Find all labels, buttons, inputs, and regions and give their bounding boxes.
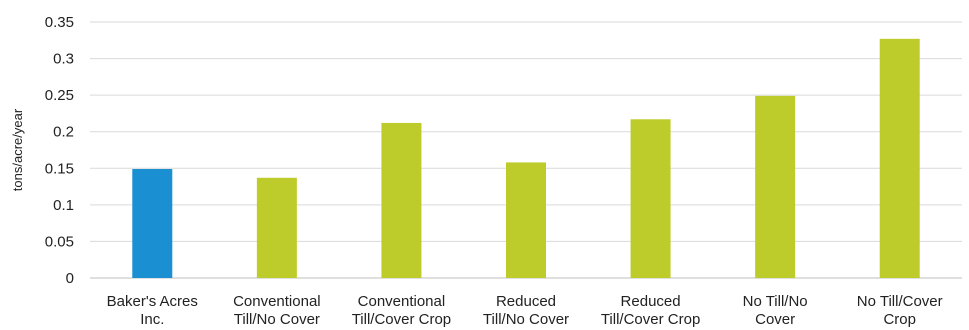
x-axis-labels: Baker's Acres Inc.Conventional Till/No Cov… [107, 293, 943, 328]
x-category-label: Conventional Till/No Cover [233, 293, 321, 328]
y-tick-label: 0.35 [45, 14, 74, 31]
y-tick-label: 0.15 [45, 160, 74, 177]
x-category-label-line: Conventional [233, 293, 321, 310]
x-category-label-line: Baker's Acres [107, 293, 198, 310]
x-category-label: No Till/No Cover [743, 293, 808, 328]
x-category-label-line: Crop [883, 311, 916, 328]
bar [879, 38, 920, 278]
x-category-label-line: Conventional [358, 293, 446, 310]
x-category-label-line: Cover [755, 311, 795, 328]
bar [630, 119, 671, 278]
y-tick-label: 0.2 [53, 124, 74, 141]
x-category-label: No Till/Cover Crop [857, 293, 943, 328]
bar [256, 177, 297, 278]
x-category-label-line: No Till/No [743, 293, 808, 310]
y-axis-title: tons/acre/year [10, 108, 25, 191]
x-category-label-line: Till/Cover Crop [601, 311, 700, 328]
x-category-label: Baker's Acres Inc. [107, 293, 198, 328]
x-category-label-line: Reduced [496, 293, 556, 310]
x-category-label: Reduced Till/No Cover [483, 293, 569, 328]
x-category-label: Conventional Till/Cover Crop [352, 293, 451, 328]
x-category-label-line: No Till/Cover [857, 293, 943, 310]
x-category-label-line: Till/Cover Crop [352, 311, 451, 328]
x-category-label: Reduced Till/Cover Crop [601, 293, 700, 328]
y-tick-label: 0.05 [45, 233, 74, 250]
y-tick-label: 0.3 [53, 51, 74, 68]
x-category-label-line: Inc. [140, 311, 164, 328]
y-tick-label: 0 [66, 270, 74, 287]
bar [506, 162, 546, 278]
y-tick-label: 0.1 [53, 197, 74, 214]
bar [132, 169, 173, 278]
x-category-label-line: Till/No Cover [234, 311, 320, 328]
y-tick-label: 0.25 [45, 87, 74, 104]
x-category-label-line: Till/No Cover [483, 311, 569, 328]
y-axis-ticks: 0 0.05 0.1 0.15 0.2 0.25 0.3 0.35 [45, 14, 74, 287]
bar [381, 122, 422, 279]
bar [755, 95, 796, 278]
x-category-label-line: Reduced [621, 293, 681, 310]
bars [132, 38, 920, 279]
